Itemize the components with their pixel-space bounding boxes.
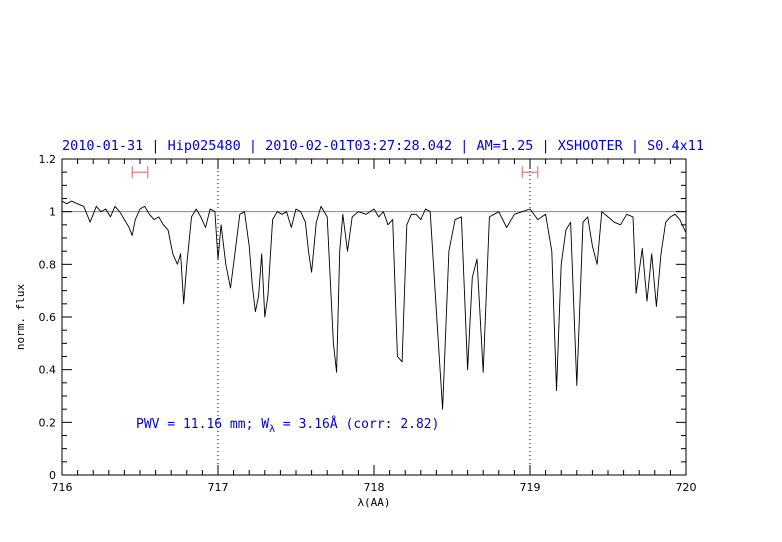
y-tick-label: 0.4 xyxy=(39,364,57,377)
y-ticks: 0 0.2 0.4 0.6 0.8 1 1.2 xyxy=(39,153,686,482)
x-tick-label: 716 xyxy=(52,481,73,494)
pwv-annotation: PWV = 11.16 mm; Wλ = 3.16Å (corr: 2.82) xyxy=(136,416,439,435)
interval-marker xyxy=(521,166,539,179)
pwv-annotation-prefix: PWV = 11.16 mm; W xyxy=(136,417,269,432)
x-tick-label: 717 xyxy=(208,481,229,494)
y-tick-label: 1.2 xyxy=(39,153,57,166)
y-tick-label: 0.2 xyxy=(39,416,57,429)
x-axis-label: λ(AA) xyxy=(357,496,390,509)
x-tick-label: 718 xyxy=(364,481,385,494)
y-tick-label: 0.6 xyxy=(39,311,57,324)
y-tick-label: 0 xyxy=(49,469,56,482)
y-tick-label: 0.8 xyxy=(39,258,57,271)
interval-marker xyxy=(131,166,149,179)
plot-underlay xyxy=(62,159,686,475)
chart-title: 2010-01-31 | Hip025480 | 2010-02-01T03:2… xyxy=(62,139,704,154)
x-ticks: 716 717 718 719 720 xyxy=(52,159,697,494)
y-tick-label: 1 xyxy=(49,206,56,219)
pwv-annotation-suffix: = 3.16Å (corr: 2.82) xyxy=(275,416,439,432)
series-layer xyxy=(61,200,687,410)
pwv-annotation-subscript: λ xyxy=(269,424,275,435)
y-axis-label: norm. flux xyxy=(14,284,27,351)
x-tick-label: 720 xyxy=(676,481,697,494)
series-line xyxy=(61,200,687,410)
x-tick-label: 719 xyxy=(520,481,541,494)
